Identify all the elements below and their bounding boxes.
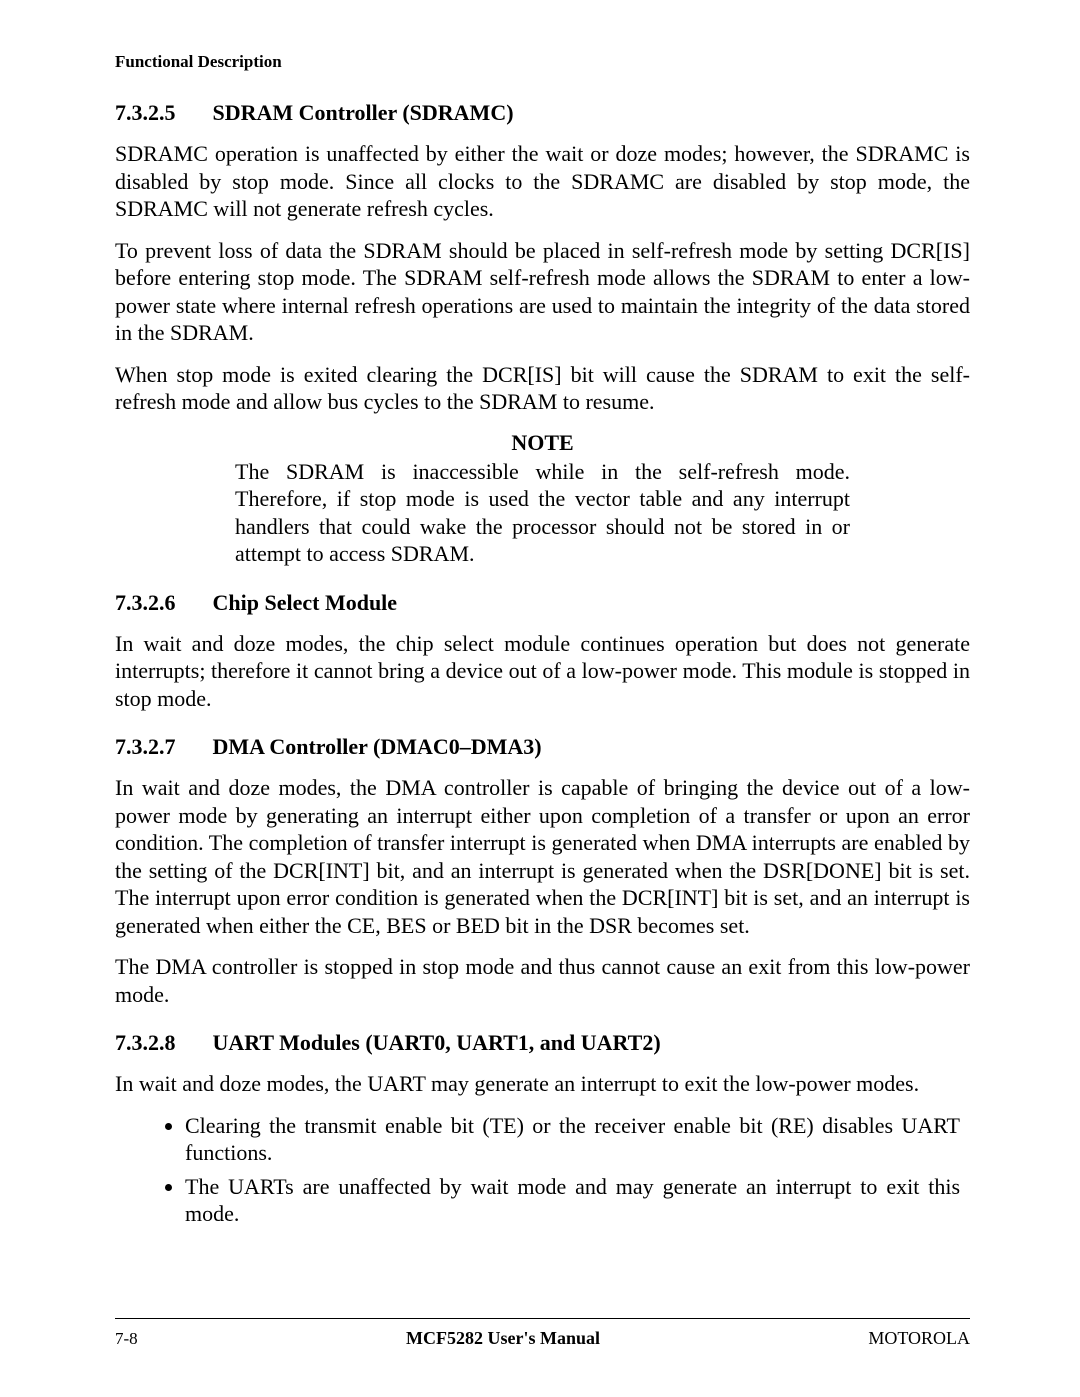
list-item: The UARTs are unaffected by wait mode an… (185, 1173, 970, 1228)
footer-company: MOTOROLA (868, 1328, 970, 1349)
paragraph: The DMA controller is stopped in stop mo… (115, 953, 970, 1008)
running-header: Functional Description (115, 52, 970, 72)
section-heading-sdramc: 7.3.2.5 SDRAM Controller (SDRAMC) (115, 100, 970, 126)
page-footer: 7-8 MCF5282 User's Manual MOTOROLA (115, 1328, 970, 1349)
section-heading-uart: 7.3.2.8 UART Modules (UART0, UART1, and … (115, 1030, 970, 1056)
section-title: SDRAM Controller (SDRAMC) (213, 100, 514, 125)
list-item: Clearing the transmit enable bit (TE) or… (185, 1112, 970, 1167)
paragraph: In wait and doze modes, the chip select … (115, 630, 970, 713)
paragraph: SDRAMC operation is unaffected by either… (115, 140, 970, 223)
footer-page-number: 7-8 (115, 1329, 138, 1349)
paragraph: When stop mode is exited clearing the DC… (115, 361, 970, 416)
section-heading-dmac: 7.3.2.7 DMA Controller (DMAC0–DMA3) (115, 734, 970, 760)
section-number: 7.3.2.7 (115, 734, 207, 760)
bullet-list: Clearing the transmit enable bit (TE) or… (115, 1112, 970, 1228)
section-heading-chipselect: 7.3.2.6 Chip Select Module (115, 590, 970, 616)
section-number: 7.3.2.6 (115, 590, 207, 616)
note-title: NOTE (115, 430, 970, 456)
footer-manual-title: MCF5282 User's Manual (406, 1328, 600, 1349)
section-number: 7.3.2.5 (115, 100, 207, 126)
page-content: Functional Description 7.3.2.5 SDRAM Con… (0, 0, 1080, 1228)
paragraph: In wait and doze modes, the UART may gen… (115, 1070, 970, 1098)
section-title: Chip Select Module (213, 590, 398, 615)
section-number: 7.3.2.8 (115, 1030, 207, 1056)
section-title: DMA Controller (DMAC0–DMA3) (213, 734, 542, 759)
note-body: The SDRAM is inaccessible while in the s… (235, 458, 850, 568)
paragraph: In wait and doze modes, the DMA controll… (115, 774, 970, 939)
section-title: UART Modules (UART0, UART1, and UART2) (213, 1030, 661, 1055)
paragraph: To prevent loss of data the SDRAM should… (115, 237, 970, 347)
